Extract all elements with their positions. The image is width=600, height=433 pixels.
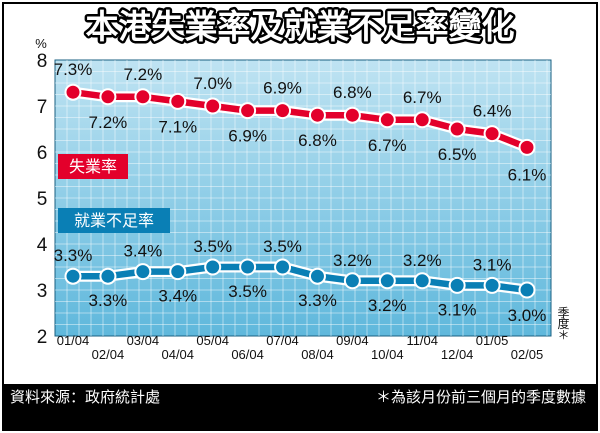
data-point — [64, 83, 82, 101]
data-point — [518, 281, 536, 299]
data-point — [343, 106, 361, 124]
series-layer: 7.3% 7.2% 7.2% 7.1% 7.0% 6.9% 6.9% 6.8% 6.8% 6.7%… — [54, 60, 547, 325]
data-point — [518, 138, 536, 156]
data-point — [413, 111, 431, 129]
x-tick-label: 08/04 — [301, 347, 334, 362]
chart-title: 本港失業率及就業不足率變化 — [86, 7, 515, 46]
data-label: 6.1% — [508, 165, 547, 184]
series-name-box-unemployment: 失業率 — [58, 154, 128, 179]
data-label: 7.2% — [89, 113, 128, 132]
x-axis-ticks: 01/0402/0403/0404/0405/0406/0407/0408/04… — [57, 333, 544, 362]
data-point — [448, 120, 466, 138]
data-label: 6.7% — [403, 88, 442, 107]
series-name-box-underemployment: 就業不足率 — [58, 208, 170, 233]
x-tick-label: 12/04 — [441, 347, 474, 362]
data-label: 3.5% — [263, 237, 302, 256]
data-point — [99, 267, 117, 285]
data-point — [239, 102, 257, 120]
series-name-unemployment: 失業率 — [69, 157, 117, 176]
x-tick-label: 02/05 — [511, 347, 544, 362]
x-tick-label: 04/04 — [161, 347, 194, 362]
data-point — [204, 258, 222, 276]
data-label: 3.3% — [89, 291, 128, 310]
data-label: 3.4% — [123, 242, 162, 261]
x-tick-label: 01/05 — [476, 333, 509, 348]
x-tick-label: 06/04 — [231, 347, 264, 362]
y-tick-label: 2 — [37, 327, 48, 348]
data-point — [308, 106, 326, 124]
data-label: 3.3% — [54, 246, 93, 265]
data-point — [64, 267, 82, 285]
x-tick-label: 10/04 — [371, 347, 404, 362]
data-point — [483, 125, 501, 143]
footnote-text: ＊為該月份前三個月的季度數據 — [376, 388, 586, 406]
x-axis-note: 季度＊ — [556, 306, 570, 339]
data-label: 3.5% — [228, 282, 267, 301]
data-label: 6.8% — [298, 131, 337, 150]
x-tick-label: 03/04 — [127, 333, 160, 348]
series-name-box — [58, 208, 170, 233]
data-point — [343, 272, 361, 290]
data-point — [378, 111, 396, 129]
footer-bar — [4, 384, 596, 429]
data-label: 6.5% — [438, 145, 477, 164]
data-point — [239, 258, 257, 276]
data-label: 3.5% — [193, 237, 232, 256]
x-tick-label: 05/04 — [196, 333, 229, 348]
data-point — [134, 263, 152, 281]
data-point — [274, 258, 292, 276]
data-point — [274, 102, 292, 120]
data-label: 3.2% — [368, 296, 407, 315]
data-point — [308, 267, 326, 285]
x-tick-label: 09/04 — [336, 333, 369, 348]
data-point — [169, 263, 187, 281]
data-label: 7.2% — [123, 65, 162, 84]
data-label: 3.2% — [403, 251, 442, 270]
x-tick-label: 01/04 — [57, 333, 90, 348]
data-label: 3.2% — [333, 251, 372, 270]
data-point — [483, 276, 501, 294]
data-label: 3.0% — [508, 306, 547, 325]
data-label: 6.7% — [368, 136, 407, 155]
data-point — [448, 276, 466, 294]
data-label: 3.3% — [298, 291, 337, 310]
data-label: 3.4% — [158, 287, 197, 306]
data-point — [134, 88, 152, 106]
y-tick-label: 6 — [37, 143, 48, 164]
series-name-box — [58, 154, 128, 179]
y-axis-ticks: 2 3 4 5 6 7 8 — [37, 51, 48, 348]
data-label: 3.1% — [438, 300, 477, 319]
data-point — [169, 92, 187, 110]
y-tick-label: 3 — [37, 281, 48, 302]
chart-title-outline: 本港失業率及就業不足率變化 — [86, 7, 515, 46]
y-tick-label: 7 — [37, 97, 48, 118]
data-point — [99, 88, 117, 106]
data-point — [204, 97, 222, 115]
y-tick-label: 8 — [37, 51, 48, 72]
data-label: 6.8% — [333, 83, 372, 102]
source-text: 資料來源：政府統計處 — [10, 388, 160, 406]
data-label: 7.1% — [158, 117, 197, 136]
data-label: 6.9% — [228, 127, 267, 146]
data-label: 6.9% — [263, 79, 302, 98]
data-label: 3.1% — [473, 255, 512, 274]
x-tick-label: 02/04 — [92, 347, 125, 362]
data-point — [413, 272, 431, 290]
y-tick-label: 4 — [37, 235, 48, 256]
x-tick-label: 07/04 — [266, 333, 299, 348]
data-label: 7.0% — [193, 74, 232, 93]
y-axis-unit: % — [35, 36, 47, 51]
y-tick-label: 5 — [37, 189, 48, 210]
x-tick-label: 11/04 — [406, 333, 438, 348]
series-name-underemployment: 就業不足率 — [74, 211, 154, 230]
data-point — [378, 272, 396, 290]
data-label: 6.4% — [473, 102, 512, 121]
data-label: 7.3% — [54, 60, 93, 79]
